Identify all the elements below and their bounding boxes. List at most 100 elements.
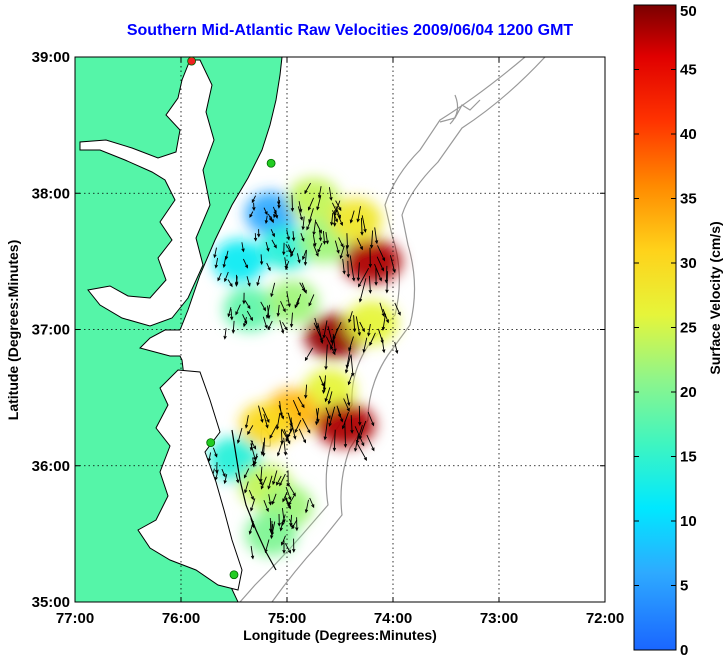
radar-station-marker (266, 158, 276, 168)
velocity-arrow (276, 304, 280, 317)
velocity-arrow (349, 210, 355, 224)
velocity-arrow (283, 437, 288, 456)
x-tick-label: 73:00 (480, 610, 518, 627)
velocity-cell (329, 198, 382, 243)
velocity-arrow (260, 441, 265, 456)
velocity-arrow (394, 341, 399, 355)
velocity-arrow (301, 282, 307, 294)
velocity-arrow (356, 262, 361, 282)
velocity-arrow (304, 347, 314, 362)
velocity-arrow (214, 257, 219, 269)
velocity-arrow (286, 229, 291, 241)
velocity-arrow (244, 300, 251, 310)
velocity-arrow (328, 187, 333, 201)
velocity-arrow (222, 257, 227, 269)
colorbar-tick-label: 20 (680, 384, 697, 401)
velocity-arrow (304, 499, 309, 514)
velocity-arrow (215, 462, 219, 474)
velocity-arrow (266, 262, 271, 272)
velocity-arrow (348, 336, 354, 352)
velocity-arrow (269, 524, 274, 540)
velocity-arrow (271, 239, 277, 249)
velocity-arrow (338, 237, 344, 248)
velocity-arrow (295, 517, 299, 532)
velocity-arrow (358, 278, 367, 303)
velocity-arrow (251, 457, 256, 468)
velocity-arrow (325, 336, 336, 356)
velocity-arrow (251, 195, 257, 204)
velocity-arrow (280, 301, 286, 313)
velocity-arrow (381, 337, 386, 354)
colorbar-tick-label: 35 (680, 191, 697, 208)
velocity-arrow (313, 322, 323, 342)
velocity-arrow (252, 202, 256, 212)
velocity-arrow (284, 257, 288, 270)
velocity-cell (208, 436, 260, 481)
velocity-arrow (292, 400, 301, 417)
colorbar-tick-label: 40 (680, 126, 697, 143)
velocity-arrow (273, 209, 277, 219)
velocity-arrow (321, 381, 326, 395)
velocity-arrow (291, 231, 296, 242)
velocity-arrow (296, 293, 302, 306)
velocity-arrow (346, 393, 351, 407)
velocity-arrow (350, 415, 354, 434)
velocity-arrow (316, 195, 322, 211)
velocity-arrow (322, 320, 328, 339)
velocity-arrow (327, 391, 333, 405)
velocity-arrow (278, 405, 285, 420)
velocity-arrow (241, 242, 245, 253)
velocity-arrow (317, 186, 322, 199)
colorbar-tick-label: 25 (680, 320, 697, 337)
velocity-arrow (394, 302, 401, 316)
velocity-arrow (297, 206, 303, 221)
velocity-arrow (389, 255, 396, 274)
velocity-arrow (267, 213, 272, 222)
velocity-arrow (379, 302, 385, 317)
velocity-arrow (312, 244, 319, 257)
velocity-arrow (212, 447, 218, 458)
y-tick-label: 36:00 (32, 458, 70, 475)
velocity-arrow (272, 470, 278, 486)
velocity-arrow (269, 517, 273, 533)
velocity-arrow (290, 247, 296, 258)
velocity-cell (345, 300, 398, 345)
velocity-arrow (280, 535, 286, 546)
velocity-arrow (242, 258, 248, 269)
velocity-arrow (382, 308, 389, 324)
velocity-arrow (348, 311, 353, 323)
colorbar-tick-label: 0 (680, 642, 688, 659)
velocity-arrow (339, 245, 345, 260)
velocity-arrow (244, 415, 249, 429)
colorbar-tick-label: 5 (680, 578, 688, 595)
velocity-arrow (227, 307, 232, 318)
velocity-arrow (231, 320, 236, 334)
velocity-arrow (349, 255, 356, 282)
colorbar-tick-label: 30 (680, 255, 697, 272)
velocity-arrow (242, 316, 247, 328)
velocity-arrow (250, 498, 256, 512)
velocity-arrow (277, 513, 281, 527)
colorbar-tick-label: 50 (680, 3, 697, 20)
velocity-arrow (288, 518, 294, 529)
velocity-arrow (264, 215, 269, 225)
velocity-arrow (309, 497, 315, 509)
velocity-arrow (243, 468, 250, 479)
y-tick-label: 38:00 (32, 185, 70, 202)
velocity-arrow (322, 375, 327, 392)
velocity-arrow (356, 206, 361, 223)
velocity-arrow (288, 484, 296, 497)
velocity-arrow (235, 304, 241, 316)
velocity-arrow (366, 434, 375, 452)
velocity-arrow (265, 241, 270, 252)
velocity-arrow (324, 387, 331, 403)
velocity-arrow (367, 411, 375, 427)
velocity-arrow (227, 279, 233, 288)
velocity-arrow (342, 258, 346, 275)
velocity-arrow (327, 326, 334, 344)
velocity-arrow (207, 452, 212, 463)
velocity-cell (239, 402, 292, 447)
velocity-arrow (282, 491, 288, 503)
velocity-arrow (267, 320, 273, 331)
velocity-arrow (246, 276, 251, 287)
